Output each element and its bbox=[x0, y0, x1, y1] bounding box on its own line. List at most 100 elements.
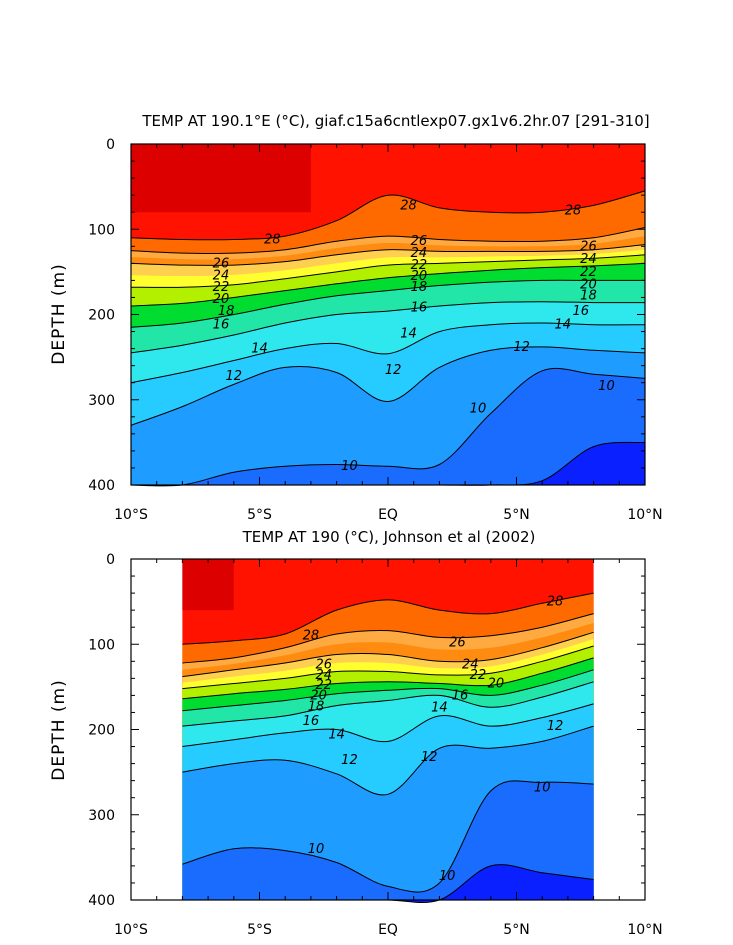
model-contour-label: 10 bbox=[598, 379, 615, 394]
observed-contour-label: 24 bbox=[315, 668, 332, 683]
observed-contour-label: 20 bbox=[488, 676, 505, 691]
model-contour-label: 20 bbox=[580, 278, 597, 293]
observed-contour-label: 14 bbox=[431, 700, 448, 715]
model-contour-label: 28 bbox=[400, 198, 417, 213]
model-axis-ticks bbox=[130, 143, 646, 486]
observed-contour-label: 16 bbox=[303, 714, 320, 729]
model-contour-label: 26 bbox=[580, 239, 597, 254]
observed-y-tick-label: 300 bbox=[88, 808, 115, 824]
observed-isotherm-12 bbox=[182, 725, 594, 796]
model-x-tick-label: 5°N bbox=[503, 507, 529, 523]
observed-isotherm-lines bbox=[182, 592, 594, 904]
model-contour-label: 12 bbox=[385, 363, 402, 378]
model-contour-label: 10 bbox=[470, 401, 487, 416]
model-isotherm-12 bbox=[130, 346, 646, 426]
observed-contour-label: 20 bbox=[310, 688, 327, 703]
model-isotherm-18 bbox=[130, 279, 645, 328]
model-contour-label: 22 bbox=[411, 258, 428, 273]
observed-contour-label: 10 bbox=[534, 780, 551, 795]
model-isotherm-26 bbox=[130, 227, 646, 254]
observed-contour-label: 28 bbox=[303, 629, 320, 644]
observed-isotherm-14 bbox=[182, 703, 594, 747]
model-contour-label: 14 bbox=[251, 342, 268, 357]
model-y-tick-label: 300 bbox=[88, 393, 115, 409]
model-contour-label: 14 bbox=[554, 318, 571, 333]
model-y-tick-label: 0 bbox=[106, 137, 115, 153]
observed-contour-label: 16 bbox=[452, 688, 469, 703]
model-contour-label: 22 bbox=[580, 265, 597, 280]
observed-isotherm-10 bbox=[182, 780, 594, 893]
observed-contour-label: 26 bbox=[449, 636, 466, 651]
model-contour-label: 24 bbox=[411, 246, 428, 261]
model-contour-label: 16 bbox=[572, 304, 589, 319]
model-x-tick-label: 5°S bbox=[247, 507, 272, 523]
observed-panel-title: TEMP AT 190 (°C), Johnson et al (2002) bbox=[242, 528, 536, 546]
model-contour-label: 14 bbox=[400, 326, 417, 341]
observed-axis-ticks bbox=[130, 558, 646, 901]
model-isotherm-22 bbox=[130, 254, 646, 288]
observed-isotherm-18 bbox=[182, 669, 594, 712]
model-contour-label: 12 bbox=[226, 369, 243, 384]
observed-warm-pool-patch bbox=[182, 559, 234, 611]
observed-temperature-bands bbox=[182, 559, 594, 903]
model-contour-label: 16 bbox=[213, 318, 230, 333]
observed-contour-label: 26 bbox=[315, 658, 332, 673]
model-contour-label: 12 bbox=[513, 340, 530, 355]
observed-y-tick-label: 400 bbox=[88, 893, 115, 909]
model-isotherm-20 bbox=[130, 262, 646, 307]
model-x-tick-label: EQ bbox=[378, 507, 398, 523]
model-band-below-10 bbox=[131, 368, 645, 486]
observed-isotherm-16 bbox=[182, 681, 594, 727]
observed-y-tick-label: 200 bbox=[88, 723, 115, 739]
model-depth-axis-title: DEPTH (m) bbox=[49, 263, 69, 364]
model-contour-label: 18 bbox=[580, 289, 597, 304]
model-contour-label: 24 bbox=[213, 268, 230, 283]
model-contour-label: 28 bbox=[264, 232, 281, 247]
observed-contour-label: 10 bbox=[439, 869, 456, 884]
observed-contour-label: 10 bbox=[308, 842, 325, 857]
observed-x-tick-label: 10°N bbox=[627, 922, 662, 938]
model-contour-label: 28 bbox=[565, 203, 582, 218]
model-y-tick-label: 400 bbox=[88, 478, 115, 494]
model-contour-label: 20 bbox=[213, 292, 230, 307]
model-y-tick-label: 200 bbox=[88, 308, 115, 324]
model-contour-label: 26 bbox=[411, 234, 428, 249]
model-x-tick-label: 10°S bbox=[114, 507, 148, 523]
observed-isotherm-26 bbox=[182, 613, 594, 664]
model-contour-label: 16 bbox=[411, 301, 428, 316]
observed-y-tick-label: 100 bbox=[88, 637, 115, 653]
model-contour-label: 24 bbox=[580, 252, 597, 267]
observed-depth-axis-title: DEPTH (m) bbox=[49, 679, 69, 780]
model-y-tick-label: 100 bbox=[88, 222, 115, 238]
model-isotherm-28 bbox=[130, 190, 646, 241]
observed-x-tick-label: 10°S bbox=[114, 922, 148, 938]
model-isotherm-14 bbox=[130, 322, 646, 384]
model-temperature-panel: TEMP AT 190.1°E (°C), giaf.c15a6cntlexp0… bbox=[49, 112, 663, 523]
observed-contour-label: 12 bbox=[341, 753, 358, 768]
observed-x-tick-label: 5°N bbox=[503, 922, 529, 938]
model-isotherm-10 bbox=[130, 367, 646, 487]
model-contour-label: 18 bbox=[411, 280, 428, 295]
observed-contour-label: 24 bbox=[462, 658, 479, 673]
observed-contour-label: 18 bbox=[308, 699, 325, 714]
observed-isotherm-20 bbox=[182, 657, 594, 700]
observed-contour-label: 12 bbox=[421, 750, 438, 765]
model-temperature-bands bbox=[131, 144, 645, 486]
model-contour-label: 22 bbox=[213, 280, 230, 295]
model-contour-label: 18 bbox=[218, 304, 235, 319]
observed-cold-core-band bbox=[182, 864, 594, 903]
model-isotherm-lines bbox=[130, 190, 646, 487]
observed-isotherm-22 bbox=[182, 645, 594, 690]
observed-contour-label: 28 bbox=[547, 595, 564, 610]
model-x-tick-label: 10°N bbox=[627, 507, 662, 523]
observed-temperature-panel: TEMP AT 190 (°C), Johnson et al (2002) D… bbox=[49, 528, 663, 938]
model-panel-title: TEMP AT 190.1°E (°C), giaf.c15a6cntlexp0… bbox=[141, 112, 649, 130]
model-isotherm-16 bbox=[130, 301, 646, 354]
observed-contour-label: 22 bbox=[470, 668, 487, 683]
observed-x-tick-label: EQ bbox=[378, 922, 398, 938]
model-contour-label: 26 bbox=[213, 256, 230, 271]
observed-y-tick-label: 0 bbox=[106, 552, 115, 568]
model-warm-pool-patch bbox=[131, 144, 311, 213]
observed-isotherm-28 bbox=[182, 592, 594, 645]
model-contour-label: 10 bbox=[341, 459, 358, 474]
